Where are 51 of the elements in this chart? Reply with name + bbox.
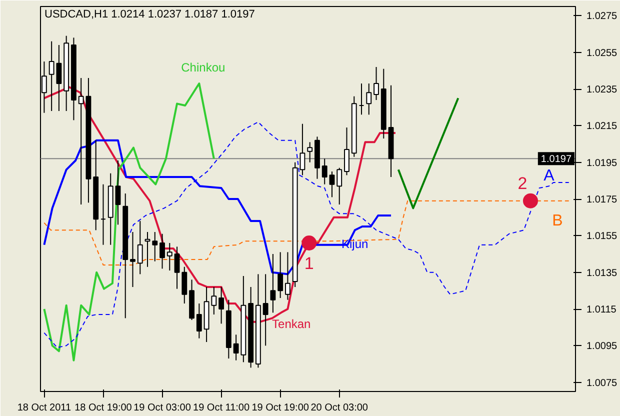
candlestick	[278, 252, 284, 298]
candlestick	[115, 160, 121, 226]
candlestick	[182, 266, 188, 304]
candlestick	[322, 158, 328, 185]
x-tick-label: 19 Oct 03:00	[134, 402, 192, 414]
candlestick	[300, 123, 306, 176]
y-tick-label: 1.0235	[586, 84, 618, 96]
y-tick-label: 1.0135	[586, 268, 618, 279]
candlestick	[270, 254, 276, 314]
y-tick-label: 1.0255	[586, 48, 618, 59]
candlestick	[152, 232, 158, 262]
y-tick-label: 1.0155	[586, 231, 618, 242]
x-tick-label: 19 Oct 11:00	[193, 402, 250, 414]
series-label: A	[544, 168, 555, 185]
chart-title: USDCAD,H1 1.0214 1.0237 1.0187 1.0197	[44, 8, 255, 20]
series-label: B	[552, 212, 563, 230]
candlestick	[374, 66, 379, 100]
x-tick-label: 18 Oct 19:00	[74, 402, 132, 414]
y-tick-label: 1.0195	[586, 158, 618, 169]
series-label: Tenkan	[272, 316, 311, 331]
candlestick	[174, 246, 180, 290]
line-series	[44, 122, 570, 348]
candlestick	[218, 286, 224, 324]
x-tick-label: 19 Oct 19:00	[252, 402, 310, 414]
y-tick-label: 1.0175	[586, 194, 618, 206]
y-tick-label: 1.0075	[586, 378, 618, 389]
y-tick-label: 1.0115	[586, 304, 617, 316]
candlestick	[130, 232, 136, 288]
y-tick-label: 1.0275	[586, 11, 618, 22]
candlestick	[329, 171, 335, 198]
candlestick	[78, 78, 84, 205]
candlestick	[137, 220, 143, 275]
annotation: 1	[304, 254, 314, 273]
candlestick	[307, 142, 313, 163]
candlestick	[344, 127, 350, 176]
candlestick	[166, 242, 172, 271]
candlestick	[160, 233, 165, 270]
x-tick-label: 18 Oct 2011	[17, 402, 72, 414]
y-tick-label: 1.0215	[586, 121, 618, 132]
y-tick-label: 1.0095	[586, 341, 618, 352]
x-tick-label: 20 Oct 03:00	[310, 402, 368, 414]
line-series	[43, 82, 215, 362]
series-label: Chinkou	[181, 60, 226, 74]
candlestick	[284, 252, 290, 300]
candlestick	[262, 274, 268, 346]
candlestick	[366, 83, 372, 116]
annotation: 2	[518, 174, 528, 193]
candlestick	[211, 286, 217, 315]
candlestick	[336, 167, 342, 205]
candlestick	[196, 303, 202, 339]
ref-line-label: 1.0197	[540, 154, 572, 166]
